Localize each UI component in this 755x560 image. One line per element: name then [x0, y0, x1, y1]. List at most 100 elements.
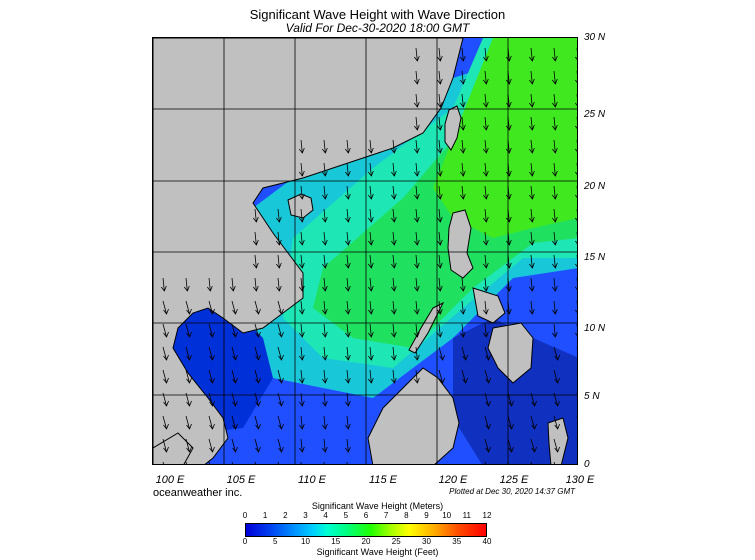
wave-direction-arrow — [185, 277, 188, 292]
map-subtitle: Valid For Dec-30-2020 18:00 GMT — [285, 21, 470, 35]
wave-direction-arrow — [254, 300, 259, 315]
wave-direction-arrowhead — [506, 55, 512, 62]
wave-direction-arrowhead — [345, 446, 351, 453]
wave-direction-arrowhead — [575, 171, 577, 175]
wave-direction-arrow — [300, 392, 303, 407]
wave-direction-arrow — [461, 369, 467, 384]
wave-direction-arrow — [323, 162, 326, 177]
wave-direction-arrow — [438, 139, 441, 154]
map-title: Significant Wave Height with Wave Direct… — [249, 7, 506, 22]
wave-direction-arrow — [484, 162, 487, 177]
wave-direction-arrowhead — [485, 400, 492, 407]
wave-direction-arrow — [300, 185, 303, 200]
wave-direction-arrowhead — [232, 331, 238, 338]
wave-direction-arrow — [392, 231, 395, 246]
wave-direction-arrow — [576, 186, 577, 190]
wave-direction-arrow — [254, 438, 259, 453]
wave-direction-arrowhead — [460, 308, 466, 315]
wave-direction-arrowhead — [485, 354, 492, 361]
wave-direction-arrow — [231, 346, 236, 361]
wave-direction-arrow — [185, 346, 190, 361]
lat-label: 20 N — [584, 181, 606, 192]
lon-label: 100 E — [155, 474, 185, 486]
wave-direction-arrowhead — [345, 193, 351, 200]
wave-direction-arrow — [576, 71, 577, 75]
wave-direction-arrow — [461, 70, 464, 85]
wave-direction-arrow — [530, 254, 533, 269]
wave-direction-arrow — [415, 162, 418, 177]
wave-direction-arrow — [185, 300, 190, 315]
wave-direction-arrow — [507, 392, 513, 407]
wave-direction-arrow — [346, 139, 349, 154]
wave-direction-arrowhead — [575, 79, 577, 83]
wave-direction-arrow — [369, 139, 372, 154]
wave-direction-arrow — [277, 277, 280, 292]
wave-direction-arrow — [254, 415, 259, 430]
wave-direction-arrow — [162, 346, 167, 361]
wave-direction-arrow — [461, 323, 464, 338]
wave-direction-arrow — [415, 346, 418, 361]
wave-direction-arrowhead — [276, 239, 282, 246]
wave-direction-arrow — [530, 47, 533, 62]
lon-label: 105 E — [226, 474, 256, 486]
land-mindanao — [487, 322, 534, 384]
wave-direction-arrow — [530, 392, 536, 407]
wave-direction-arrow — [507, 93, 510, 108]
lon-label: 130 E — [565, 474, 595, 486]
wave-direction-arrowhead — [299, 446, 305, 453]
wave-direction-arrow — [346, 231, 349, 246]
wave-direction-arrowhead — [207, 285, 213, 292]
wave-direction-arrowhead — [437, 101, 443, 108]
wave-direction-arrowhead — [391, 308, 397, 315]
wave-direction-arrow — [369, 300, 372, 315]
wave-direction-arrowhead — [322, 354, 328, 361]
wave-direction-arrowhead — [322, 285, 328, 292]
wave-direction-arrow — [415, 369, 418, 384]
wave-direction-arrow — [300, 208, 303, 223]
wave-direction-arrowhead — [391, 170, 397, 177]
wave-direction-arrow — [346, 300, 349, 315]
wave-direction-arrowhead — [322, 331, 328, 338]
wave-direction-arrowhead — [232, 423, 238, 430]
lat-label: 15 N — [584, 252, 606, 263]
wave-direction-arrowhead — [575, 217, 577, 221]
wave-direction-arrowhead — [485, 377, 492, 384]
wave-direction-arrow — [346, 415, 349, 430]
wave-direction-arrowhead — [552, 308, 558, 315]
wave-direction-arrow — [507, 254, 510, 269]
wave-direction-arrowhead — [531, 400, 538, 407]
wave-direction-arrowhead — [506, 170, 512, 177]
wave-direction-arrow — [530, 70, 533, 85]
wave-direction-arrow — [530, 415, 536, 430]
wave-direction-arrowhead — [209, 308, 215, 315]
wave-direction-arrow — [438, 93, 441, 108]
wave-direction-arrow — [323, 277, 326, 292]
wave-direction-arrowhead — [299, 216, 305, 223]
wave-direction-arrowhead — [506, 308, 512, 315]
wave-direction-arrowhead — [209, 423, 215, 430]
wave-direction-arrowhead — [529, 170, 535, 177]
wave-direction-arrowhead — [163, 354, 169, 361]
wave-direction-arrowhead — [299, 377, 305, 384]
wave-direction-arrowhead — [439, 354, 446, 361]
wave-direction-arrow — [369, 254, 372, 269]
wave-direction-arrow — [346, 438, 349, 453]
wave-direction-arrow — [323, 254, 326, 269]
wave-direction-arrowhead — [483, 216, 489, 223]
wave-direction-arrow — [507, 415, 513, 430]
wave-direction-arrow — [576, 255, 577, 259]
lat-label: 5 N — [584, 391, 600, 402]
wave-direction-arrow — [323, 231, 326, 246]
wave-direction-arrow — [576, 140, 577, 144]
wave-direction-arrowhead — [575, 56, 577, 60]
wave-direction-arrow — [461, 47, 464, 62]
wave-direction-arrow — [277, 392, 282, 407]
wave-direction-arrowhead — [163, 308, 169, 315]
grid-lines — [153, 38, 577, 464]
wave-direction-arrow — [484, 231, 487, 246]
wave-direction-arrowhead — [483, 147, 489, 154]
colorbar-meters-tick: 5 — [343, 511, 349, 520]
wave-direction-arrowhead — [278, 377, 284, 384]
wave-direction-arrowhead — [529, 285, 535, 292]
wave-direction-arrowhead — [322, 239, 328, 246]
